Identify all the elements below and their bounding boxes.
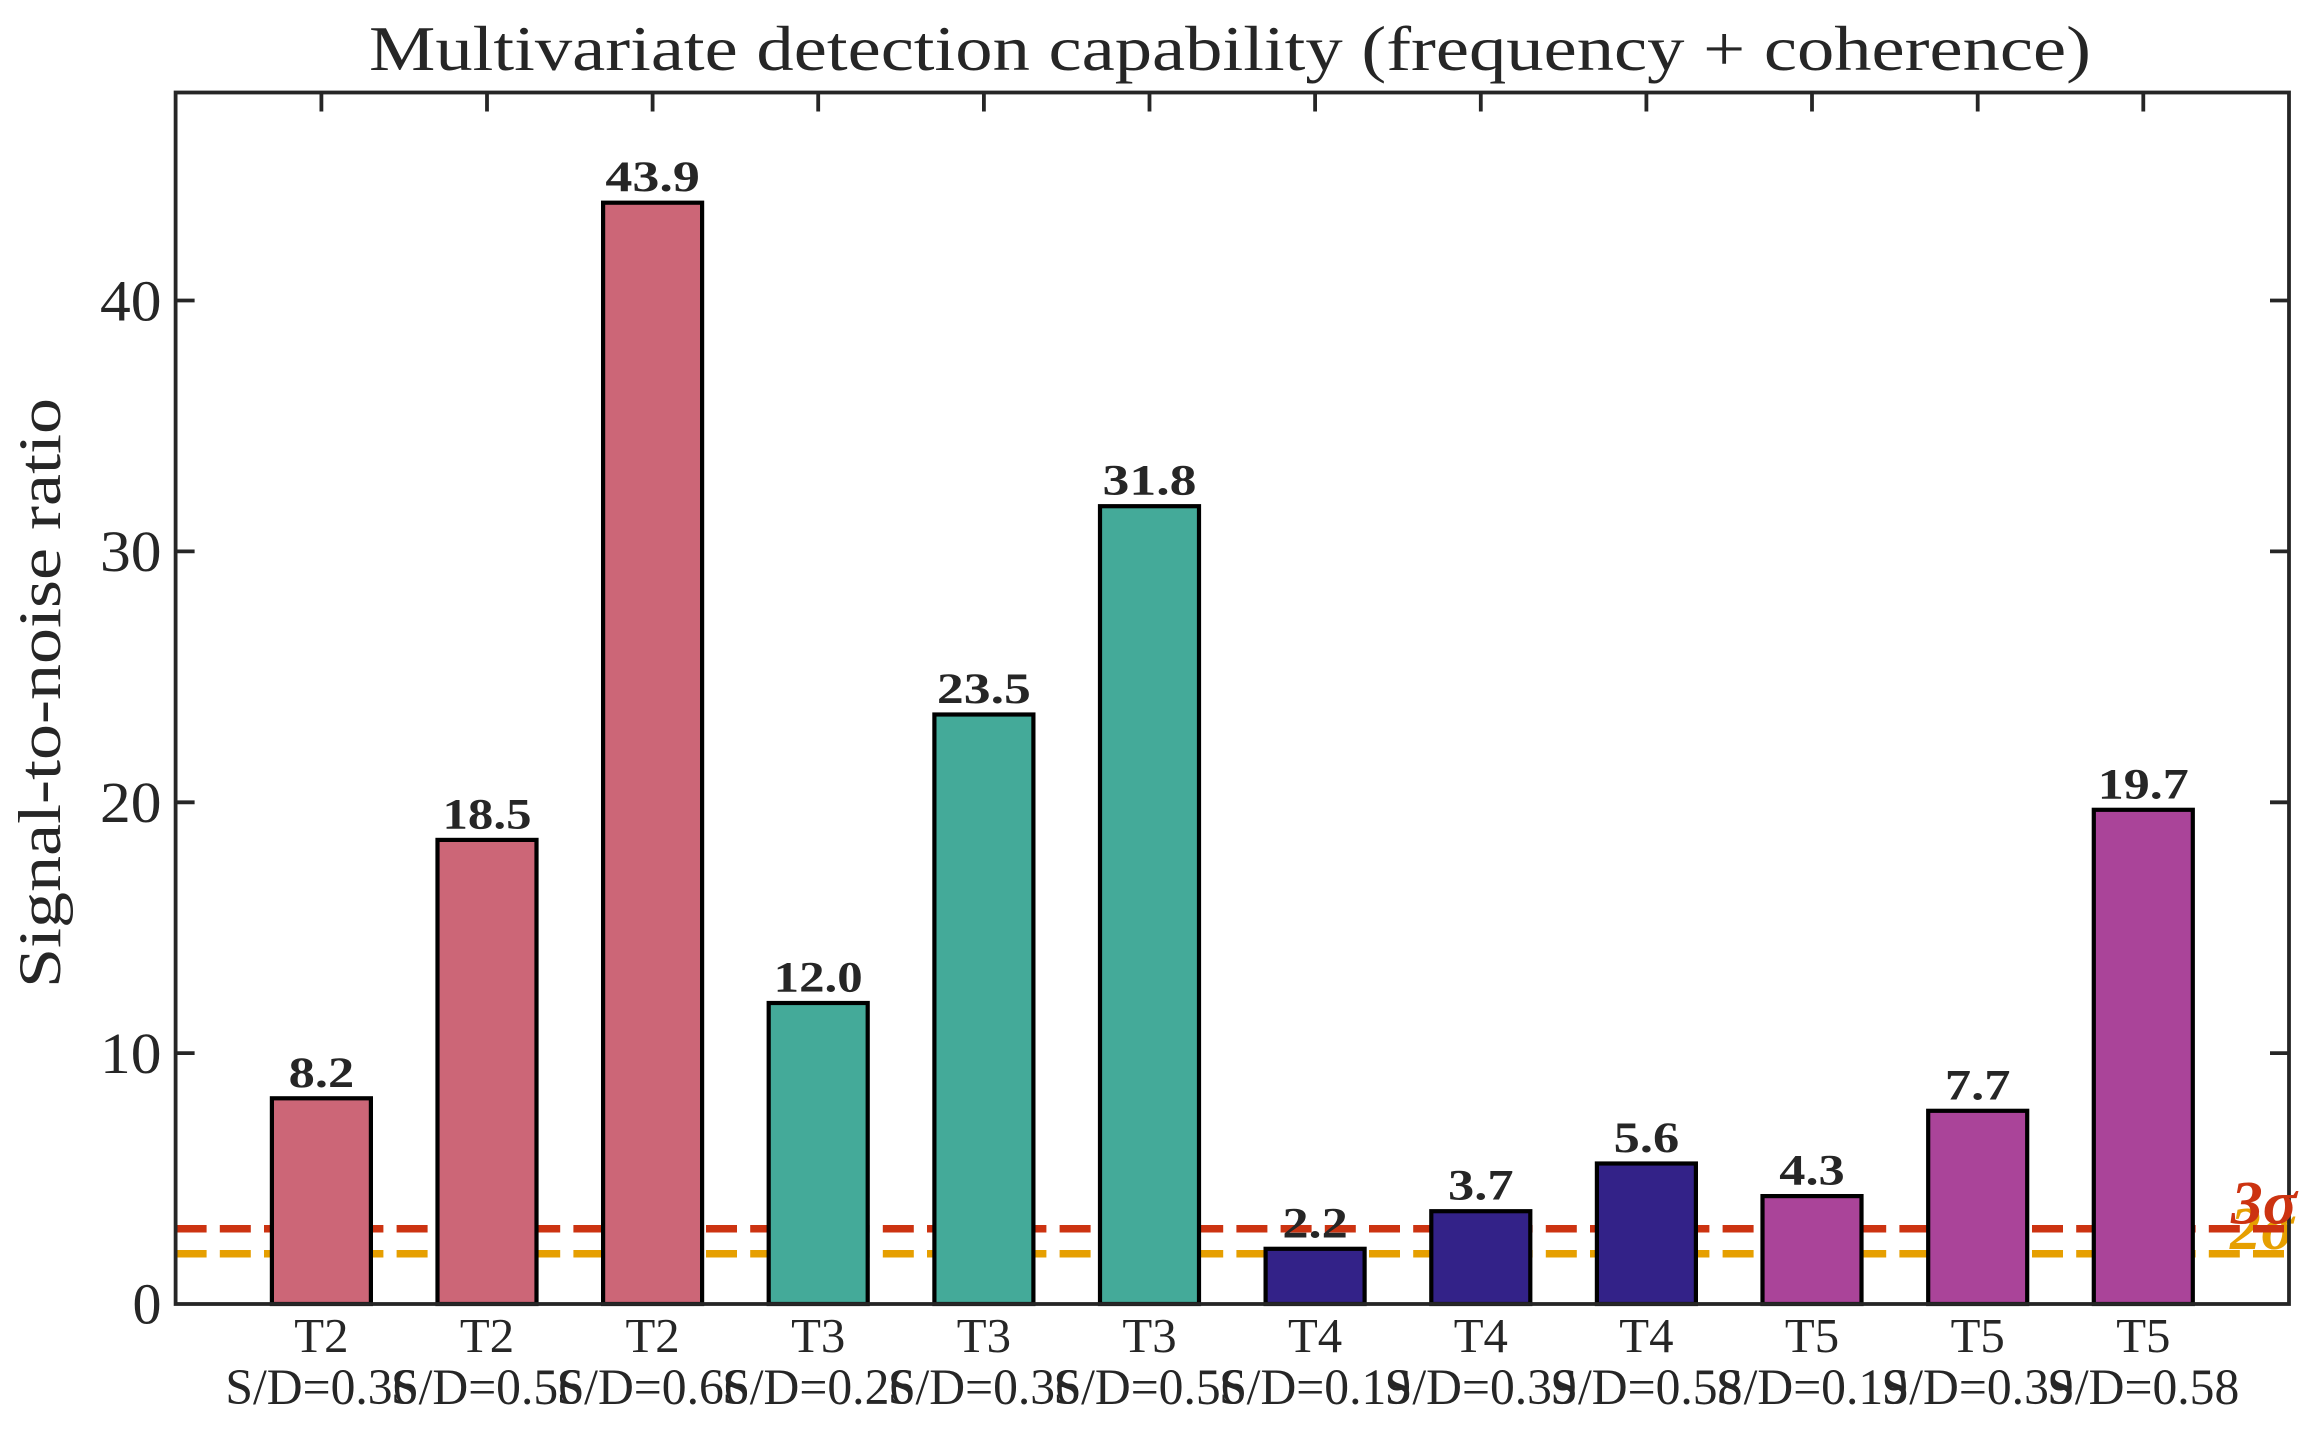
svg-text:23.5: 23.5	[937, 666, 1031, 713]
svg-text:T2: T2	[625, 1309, 679, 1363]
svg-text:19.7: 19.7	[2098, 761, 2189, 808]
svg-text:S/D=0.39: S/D=0.39	[1385, 1360, 1577, 1416]
svg-text:S/D=0.58: S/D=0.58	[1550, 1360, 1742, 1416]
svg-text:T3: T3	[957, 1309, 1011, 1363]
svg-text:S/D=0.58: S/D=0.58	[2047, 1360, 2239, 1416]
svg-text:T5: T5	[1785, 1309, 1839, 1363]
svg-text:T2: T2	[294, 1309, 348, 1363]
svg-text:T3: T3	[791, 1309, 845, 1363]
svg-text:5.6: 5.6	[1614, 1115, 1680, 1162]
svg-text:S/D=0.36: S/D=0.36	[225, 1360, 417, 1416]
svg-text:S/D=0.56: S/D=0.56	[1054, 1360, 1246, 1416]
svg-text:10: 10	[100, 1021, 162, 1086]
svg-text:40: 40	[100, 268, 162, 333]
svg-text:4.3: 4.3	[1779, 1148, 1845, 1195]
svg-text:0: 0	[133, 1272, 162, 1337]
svg-text:Multivariate detection capabil: Multivariate detection capability (frequ…	[369, 13, 2091, 84]
svg-text:T5: T5	[1951, 1309, 2005, 1363]
svg-text:T4: T4	[1454, 1309, 1508, 1363]
svg-text:43.9: 43.9	[605, 154, 700, 201]
svg-text:2.2: 2.2	[1282, 1200, 1348, 1247]
svg-text:T4: T4	[1288, 1309, 1342, 1363]
svg-text:S/D=0.66: S/D=0.66	[557, 1360, 749, 1416]
svg-text:3.7: 3.7	[1448, 1163, 1514, 1210]
svg-text:18.5: 18.5	[443, 791, 532, 838]
svg-text:T4: T4	[1619, 1309, 1673, 1363]
svg-text:S/D=0.39: S/D=0.39	[1882, 1360, 2074, 1416]
svg-text:S/D=0.19: S/D=0.19	[1716, 1360, 1908, 1416]
svg-text:31.8: 31.8	[1103, 458, 1197, 505]
svg-text:20: 20	[100, 770, 162, 835]
svg-text:S/D=0.36: S/D=0.36	[888, 1360, 1080, 1416]
svg-text:T3: T3	[1122, 1309, 1176, 1363]
svg-text:T2: T2	[460, 1309, 514, 1363]
svg-text:T5: T5	[2116, 1309, 2170, 1363]
svg-text:S/D=0.19: S/D=0.19	[1219, 1360, 1411, 1416]
svg-text:30: 30	[100, 519, 162, 584]
svg-text:S/D=0.26: S/D=0.26	[722, 1360, 914, 1416]
svg-text:3σ: 3σ	[2230, 1171, 2299, 1238]
svg-text:S/D=0.56: S/D=0.56	[391, 1360, 583, 1416]
svg-text:Signal-to-noise ratio: Signal-to-noise ratio	[7, 398, 73, 988]
svg-text:7.7: 7.7	[1945, 1062, 2011, 1109]
svg-text:12.0: 12.0	[774, 955, 863, 1002]
svg-text:8.2: 8.2	[289, 1050, 355, 1097]
